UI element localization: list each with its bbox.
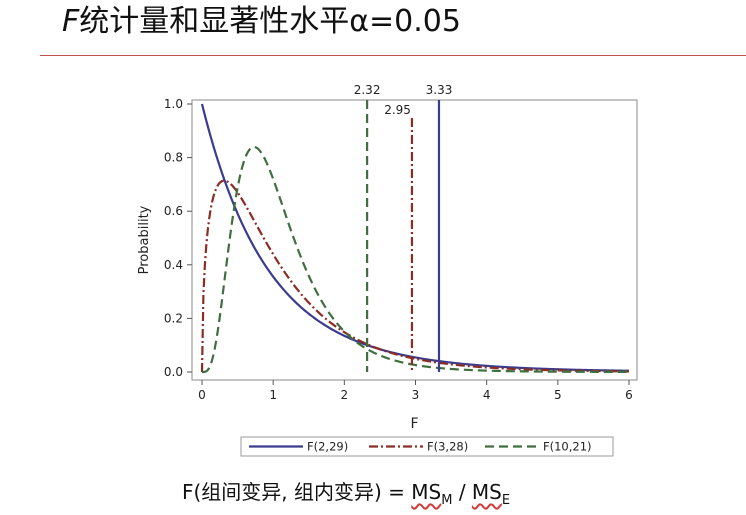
- x-tick-label-5: 5: [554, 388, 562, 402]
- legend-label-2-29: F(2,29): [307, 440, 348, 454]
- y-axis-label: Probability: [137, 205, 152, 274]
- plot-frame: [191, 99, 638, 381]
- y-tick-label-0-6: 0.6: [164, 204, 183, 218]
- critical-label-3-33: 3.33: [426, 83, 453, 97]
- title-variable: F: [62, 4, 80, 39]
- legend-box: [240, 436, 614, 457]
- x-tick-label-2: 2: [341, 388, 349, 402]
- legend-label-10-21: F(10,21): [543, 440, 592, 454]
- title-text: 统计量和显著性水平α=0.05: [79, 4, 461, 39]
- critical-label-2-95: 2.95: [384, 103, 411, 117]
- y-tick-label-0-4: 0.4: [164, 258, 183, 272]
- y-tick-label-0-0: 0.0: [164, 365, 183, 379]
- series-line-3-28: [200, 179, 630, 373]
- formula-slash: /: [452, 480, 472, 504]
- f-formula: F(组间变异, 组内变异) = MSM / MSE: [182, 478, 510, 515]
- f-distribution-chart: 2.322.95 3.33 0 1 2 3 4 5 6 0.0 0.2 0.4 0.6 0.8 1.0 F Pr…: [137, 83, 638, 457]
- critical-label-2-32: 2.32: [354, 83, 381, 97]
- y-tick-label-1-0: 1.0: [164, 97, 183, 111]
- formula-lhs: F(组间变异, 组内变异) =: [182, 480, 412, 504]
- y-tick-label-0-2: 0.2: [164, 311, 183, 325]
- series-line-10-21: [201, 145, 629, 374]
- x-tick-label-1: 1: [269, 388, 277, 402]
- x-tick-label-0: 0: [198, 388, 206, 402]
- x-tick-label-4: 4: [483, 388, 491, 402]
- formula-ms-e: MSE: [471, 480, 511, 508]
- y-tick-label-0-8: 0.8: [164, 151, 183, 165]
- legend-label-3-28: F(3,28): [427, 440, 468, 454]
- formula-ms-m: MSM: [411, 480, 453, 508]
- x-tick-label-3: 3: [412, 388, 420, 402]
- title-divider: [40, 55, 746, 56]
- x-axis-label: F: [410, 416, 418, 432]
- slide-title: F统计量和显著性水平α=0.05: [62, 2, 461, 42]
- series-line-2-29: [200, 103, 630, 372]
- x-tick-label-6: 6: [625, 388, 633, 402]
